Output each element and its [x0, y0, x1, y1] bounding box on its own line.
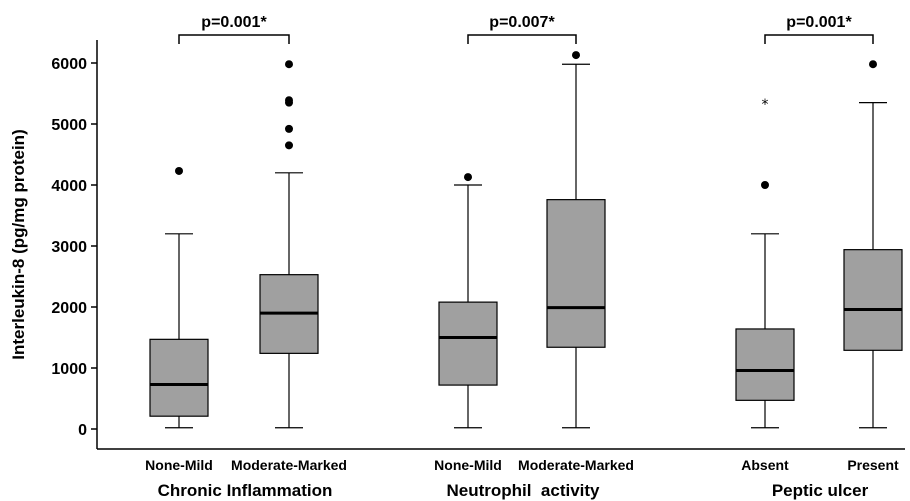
category-label: Moderate-Marked — [231, 457, 347, 473]
category-label: Absent — [741, 457, 789, 473]
y-tick-label: 6000 — [51, 56, 87, 73]
outlier-point — [175, 166, 183, 175]
outlier-point — [464, 173, 472, 182]
box — [735, 328, 795, 401]
significance-bracket — [764, 34, 874, 44]
y-tick-label: 2000 — [51, 300, 87, 317]
y-tick-label: 0 — [78, 422, 87, 439]
category-label: Moderate-Marked — [518, 457, 634, 473]
outlier-point — [285, 96, 293, 105]
outlier-point — [572, 51, 580, 60]
outlier-point — [761, 181, 769, 189]
category-label: Present — [847, 457, 899, 473]
box — [438, 301, 498, 386]
axis-labels: Interleukin-8 (pg/mg protein) None-Mild Mo… — [9, 129, 899, 500]
boxes: * — [149, 51, 903, 429]
category-label: None-Mild — [145, 457, 213, 473]
y-tick-label: 3000 — [51, 239, 87, 256]
box — [843, 249, 903, 351]
p-value-label: p=0.001* — [201, 14, 267, 31]
p-value-label: p=0.001* — [786, 14, 852, 31]
outlier-point — [869, 60, 877, 69]
significance-bracket — [178, 34, 290, 44]
y-tick-label: 4000 — [51, 178, 87, 195]
significance-bracket — [467, 34, 577, 44]
p-value-label: p=0.007* — [489, 14, 555, 31]
group-label: Peptic ulcer — [772, 481, 869, 500]
category-label: None-Mild — [434, 457, 502, 473]
outlier-point — [285, 60, 293, 69]
box — [546, 199, 606, 348]
y-axis-label: Interleukin-8 (pg/mg protein) — [9, 129, 28, 359]
group-label: Neutrophil activity — [446, 481, 600, 500]
outlier-point — [285, 124, 293, 133]
y-tick-label: 5000 — [51, 117, 87, 134]
outlier-point — [285, 141, 293, 150]
outlier-star: * — [762, 97, 769, 113]
box — [149, 338, 209, 417]
significance-brackets: p=0.001* p=0.007* p=0.001* — [178, 14, 874, 44]
y-tick-label: 1000 — [51, 361, 87, 378]
axes: 0 1000 2000 3000 4000 5000 6000 — [51, 40, 905, 450]
group-label: Chronic Inflammation — [158, 481, 333, 500]
